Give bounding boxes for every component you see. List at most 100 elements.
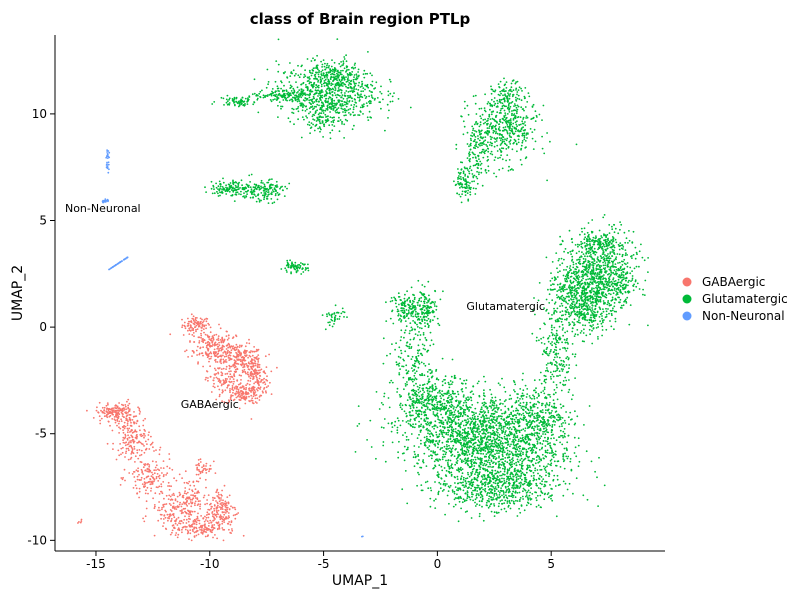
data-point [341,78,343,81]
data-point [412,407,415,409]
data-point [538,113,541,116]
data-point [127,449,130,452]
data-point [481,184,484,187]
data-point [367,51,369,53]
data-point [201,466,204,469]
data-point [205,346,208,349]
data-point [338,130,341,133]
data-point [328,324,331,327]
data-point [149,480,151,483]
data-point [123,468,126,471]
data-point [257,382,259,385]
data-point [206,502,209,505]
data-point [466,104,469,107]
data-point [405,369,408,372]
data-point [248,375,250,378]
data-point [254,364,257,367]
data-point [417,279,420,282]
data-point [204,503,207,506]
data-point [473,123,476,126]
data-point [341,94,344,96]
data-point [228,190,231,193]
series-gabaergic [77,313,278,542]
data-point [416,304,419,306]
data-point [198,353,201,356]
data-point [209,464,212,467]
data-point [429,331,432,334]
data-point [331,124,334,126]
data-point [333,92,336,94]
data-point [172,527,175,529]
data-point [272,98,275,101]
data-point [217,355,220,358]
data-point [239,354,242,357]
data-point [420,352,423,355]
data-point [203,325,206,328]
data-point [274,184,277,187]
data-point [407,355,410,357]
data-point [139,441,142,444]
data-point [258,366,261,368]
data-point [319,96,322,99]
data-point [475,113,478,115]
data-point [452,407,455,410]
data-point [301,109,304,112]
data-point [136,478,139,481]
data-point [472,95,475,98]
data-point [459,186,461,189]
data-point [478,173,480,176]
data-point [257,354,260,356]
data-point [219,514,222,517]
data-point [406,415,408,417]
data-point [506,113,509,115]
data-point [514,115,516,117]
data-point [203,526,206,528]
data-point [422,384,425,386]
data-point [154,492,157,495]
data-point [410,315,413,317]
data-point [416,319,419,321]
data-point [196,317,198,319]
data-point [155,477,158,480]
data-point [217,372,220,375]
data-point [391,310,393,313]
data-point [129,458,132,460]
data-point [277,70,280,73]
data-point [312,67,315,70]
data-point [346,69,348,71]
data-point [461,388,464,390]
data-point [193,341,196,343]
data-point [277,116,279,118]
data-point [320,108,322,111]
data-point [133,422,136,425]
data-point [459,173,461,175]
data-point [237,512,240,514]
data-point [170,514,172,517]
data-point [176,536,179,539]
data-point [486,102,489,105]
data-point [511,114,513,117]
data-point [361,105,364,108]
data-point [305,115,307,117]
data-point [208,509,211,511]
data-point [500,154,502,157]
data-point [286,92,289,95]
data-point [486,120,488,122]
data-point [321,105,324,108]
data-point [130,453,133,455]
data-point [311,105,314,108]
data-point [212,379,215,382]
data-point [233,200,236,203]
data-point [195,464,198,467]
data-point [311,115,314,118]
data-point [348,79,350,82]
data-point [213,509,216,512]
data-point [514,82,517,85]
data-point [414,423,417,425]
data-point [471,180,473,183]
data-point [186,505,189,507]
data-point [256,349,259,352]
data-point [386,354,388,357]
data-point [512,93,515,96]
data-point [287,91,290,94]
